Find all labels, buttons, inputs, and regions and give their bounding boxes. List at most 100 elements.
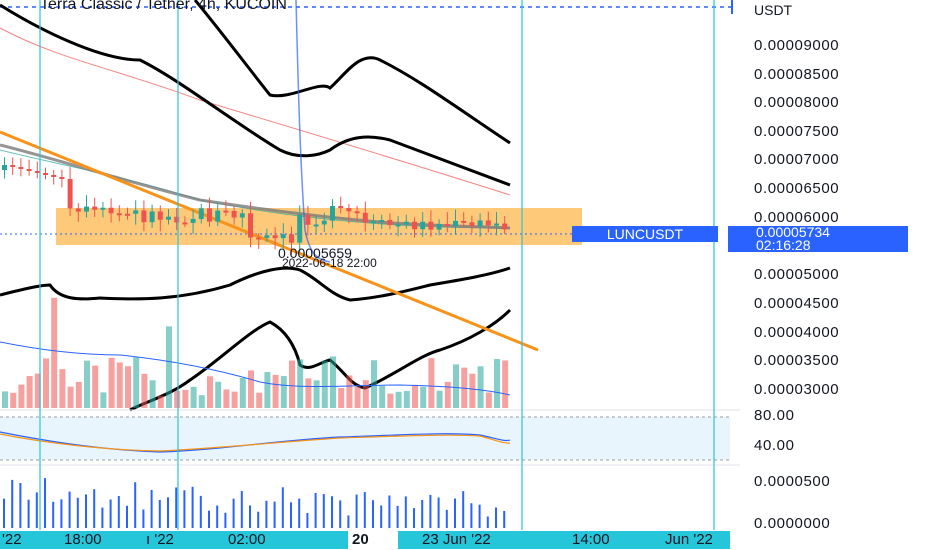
candle-body <box>174 216 180 223</box>
price-axis-label: 0.00007000 <box>754 151 840 168</box>
candle-body <box>207 208 212 222</box>
histogram-bar <box>322 494 325 528</box>
oscillator-axis-label: 40.00 <box>754 437 795 454</box>
candle-body <box>157 211 163 220</box>
histogram-bar <box>101 507 104 528</box>
histogram-bar <box>208 510 210 528</box>
histogram-bar <box>437 497 440 528</box>
volume-bar <box>280 376 287 408</box>
histogram-bar <box>60 499 63 528</box>
time-axis-label: 18:00 <box>64 531 102 548</box>
volume-bar <box>428 358 435 408</box>
volume-bar <box>43 358 49 408</box>
volume-bar <box>239 377 246 408</box>
current-price-tag[interactable]: 0.00005734 02:16:28 <box>728 225 908 252</box>
histogram-bar <box>363 492 366 528</box>
histogram-bar <box>454 498 456 528</box>
histogram-bar <box>372 500 374 528</box>
volume-bar <box>354 386 361 408</box>
histogram-bar <box>76 497 79 528</box>
volume-bar <box>34 373 41 408</box>
histogram-bar <box>216 505 219 528</box>
time-axis-label: ı '22 <box>146 531 174 548</box>
volume-bar <box>420 386 427 408</box>
candle-body <box>10 165 16 167</box>
candle-body <box>395 224 401 227</box>
histogram-bar <box>462 491 465 528</box>
candle-body <box>502 223 508 230</box>
volume-bar <box>395 391 402 408</box>
band-upper-inner <box>0 3 511 187</box>
volume-bar <box>116 362 123 408</box>
candle-body <box>100 207 106 210</box>
blue-indicator-line <box>295 0 331 263</box>
volume-bar <box>67 386 74 408</box>
candle-body <box>51 175 57 177</box>
volume-axis-label: 0.0000000 <box>754 515 831 532</box>
histogram-bar <box>158 499 161 528</box>
candle-body <box>444 223 450 227</box>
candle-body <box>84 206 89 212</box>
histogram-bar <box>404 496 407 528</box>
histogram-bar <box>486 516 489 528</box>
volume-bar <box>133 357 140 408</box>
histogram-bar <box>347 515 350 528</box>
volume-bar <box>453 364 459 408</box>
volume-bar <box>436 390 443 408</box>
histogram-bar <box>52 501 55 528</box>
volume-bar <box>387 393 394 408</box>
volume-bar <box>502 360 509 408</box>
histogram-bar <box>240 491 243 528</box>
histogram-bar <box>290 502 292 528</box>
candle-body <box>289 234 294 243</box>
candle-body <box>59 177 65 179</box>
symbol-tag[interactable]: LUNCUSDT <box>572 226 718 242</box>
ma-red-line <box>0 27 511 196</box>
volume-bar <box>494 359 500 408</box>
histogram-bar <box>413 508 415 528</box>
candle-body <box>272 235 278 239</box>
time-axis-highlight-6 <box>714 531 730 549</box>
volume-bar <box>174 390 181 408</box>
histogram-bar <box>503 510 506 528</box>
histogram-bar <box>380 505 383 528</box>
volume-bar <box>461 367 468 408</box>
price-candles[interactable] <box>2 157 508 255</box>
volume-bar <box>108 357 115 408</box>
candle-body <box>182 222 188 225</box>
candle-body <box>387 220 393 226</box>
volume-bar <box>215 381 222 408</box>
time-axis-label: 02:00 <box>228 531 266 548</box>
volume-bar <box>256 392 263 408</box>
candle-body <box>305 214 311 225</box>
histogram-bar <box>429 494 432 528</box>
volume-ma-line <box>0 341 511 396</box>
volume-bar <box>305 378 312 408</box>
volume-bar <box>379 385 386 408</box>
histogram-bar <box>396 505 399 528</box>
histogram-bar <box>445 509 448 528</box>
histogram-bar <box>273 501 276 528</box>
volume-bar <box>223 389 230 408</box>
histogram-bar <box>191 486 194 528</box>
candle-body <box>379 220 385 223</box>
candle-body <box>2 165 7 170</box>
time-axis-label: 14:00 <box>572 531 610 548</box>
price-axis-label: 0.00003000 <box>754 381 840 398</box>
chart-title: Terra Classic / Tether, 4h, KUCOIN <box>40 0 287 13</box>
candle-body <box>108 207 114 214</box>
band-lower-outer <box>129 308 512 412</box>
histogram-bar <box>117 495 120 528</box>
candle-body <box>215 210 221 222</box>
candle-body <box>346 208 352 212</box>
oscillator-axis-label: 80.00 <box>754 407 795 424</box>
volume-bar <box>338 387 345 408</box>
descending-trendline[interactable] <box>0 130 539 352</box>
volume-bars <box>2 297 509 408</box>
volume-bar <box>248 370 254 408</box>
oscillator-d-line <box>0 433 511 452</box>
time-axis-highlight-1 <box>0 531 40 549</box>
histogram-bar <box>388 495 391 528</box>
histogram-bar <box>27 499 30 528</box>
